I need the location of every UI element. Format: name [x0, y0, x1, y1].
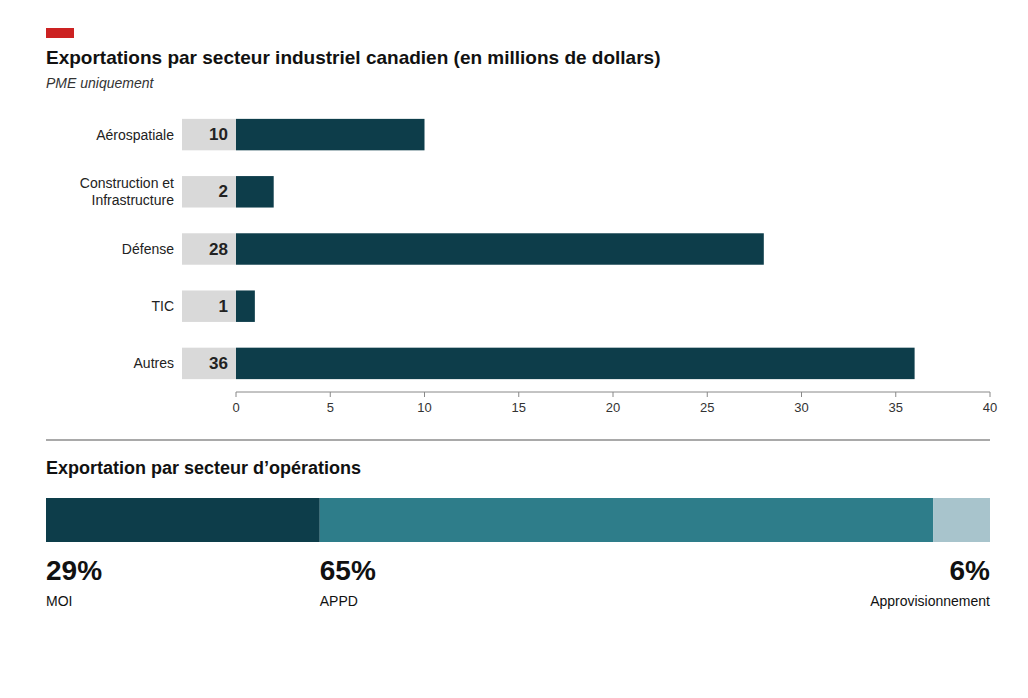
- segment-value: 6%: [950, 555, 991, 586]
- tick: [990, 392, 991, 397]
- bars: [236, 119, 915, 379]
- accent: [46, 28, 74, 38]
- subtitle: PME uniquement: [46, 75, 155, 91]
- tick: [236, 392, 237, 397]
- label-box: [182, 119, 236, 150]
- category-label: Autres: [134, 355, 174, 371]
- bar: [236, 233, 764, 264]
- background: [0, 0, 1028, 698]
- divider: [46, 439, 990, 440]
- category-label: Aérospatiale: [96, 127, 174, 143]
- segment-name: APPD: [320, 593, 358, 609]
- section-title: Exportation par secteur d’opérations: [46, 458, 361, 478]
- segment-labels: 29% MOI 65% APPD 6% Approvisionnement: [46, 555, 990, 609]
- tick: [424, 392, 425, 397]
- bar: [236, 176, 274, 207]
- tick: [801, 392, 802, 397]
- category-label: Défense: [122, 241, 174, 257]
- data-label: 36: [209, 354, 228, 373]
- tick: [518, 392, 519, 397]
- category-line: TIC: [151, 298, 174, 314]
- label-box: [182, 176, 236, 207]
- segment: [46, 498, 320, 542]
- category-line: Défense: [122, 241, 174, 257]
- segment-name: Approvisionnement: [870, 593, 990, 609]
- data-label: 2: [219, 182, 228, 201]
- label-box: [182, 233, 236, 264]
- bar: [236, 290, 255, 321]
- data-label: 1: [219, 297, 228, 316]
- tick-label: 25: [700, 400, 714, 415]
- bar: [236, 119, 425, 150]
- tick-label: 15: [512, 400, 526, 415]
- category-label: TIC: [151, 298, 174, 314]
- tick: [613, 392, 614, 397]
- tick-label: 10: [417, 400, 431, 415]
- category-label: Construction etInfrastructure: [80, 175, 174, 208]
- labels: 10 Aérospatiale 2 Construction etInfrastruc…: [80, 119, 236, 379]
- title: Exportations par secteur industriel cana…: [46, 47, 660, 68]
- tick-label: 0: [232, 400, 239, 415]
- tick-label: 5: [327, 400, 334, 415]
- segment-value: 29%: [46, 555, 102, 586]
- segment-value: 65%: [320, 555, 376, 586]
- tick: [330, 392, 331, 397]
- tick-label: 35: [889, 400, 903, 415]
- tick: [895, 392, 896, 397]
- segment: [933, 498, 990, 542]
- category-line: Construction et: [80, 175, 174, 191]
- tick-label: 30: [794, 400, 808, 415]
- segment: [320, 498, 934, 542]
- segments: [46, 498, 990, 542]
- chart-root: Exportations par secteur industriel cana…: [0, 0, 1028, 698]
- category-line: Aérospatiale: [96, 127, 174, 143]
- label-box: [182, 348, 236, 379]
- segment-name: MOI: [46, 593, 72, 609]
- x-axis: 0 5 10 15 20 25 30 35 40: [232, 392, 997, 415]
- bar: [236, 348, 915, 379]
- tick-label: 40: [983, 400, 997, 415]
- data-label: 10: [209, 125, 228, 144]
- category-line: Infrastructure: [92, 192, 175, 208]
- category-line: Autres: [134, 355, 174, 371]
- tick: [707, 392, 708, 397]
- label-box: [182, 290, 236, 321]
- data-label: 28: [209, 240, 228, 259]
- tick-label: 20: [606, 400, 620, 415]
